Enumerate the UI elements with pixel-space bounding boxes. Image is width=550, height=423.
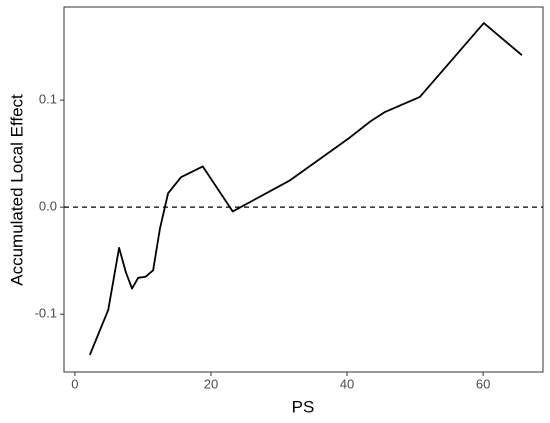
- y-tick-label: -0.1: [35, 306, 57, 321]
- y-tick-label: 0.1: [39, 92, 57, 107]
- x-tick-label: 20: [204, 376, 218, 391]
- y-tick-label: 0.0: [39, 199, 57, 214]
- line: [89, 22, 523, 356]
- x-tick-label: 0: [71, 376, 78, 391]
- x-tick-label: 60: [476, 376, 490, 391]
- panel-border: [63, 6, 544, 373]
- x-axis-title: PS: [292, 397, 315, 416]
- x-tick-label: 40: [340, 376, 354, 391]
- y-axis-title: Accumulated Local Effect: [7, 94, 26, 286]
